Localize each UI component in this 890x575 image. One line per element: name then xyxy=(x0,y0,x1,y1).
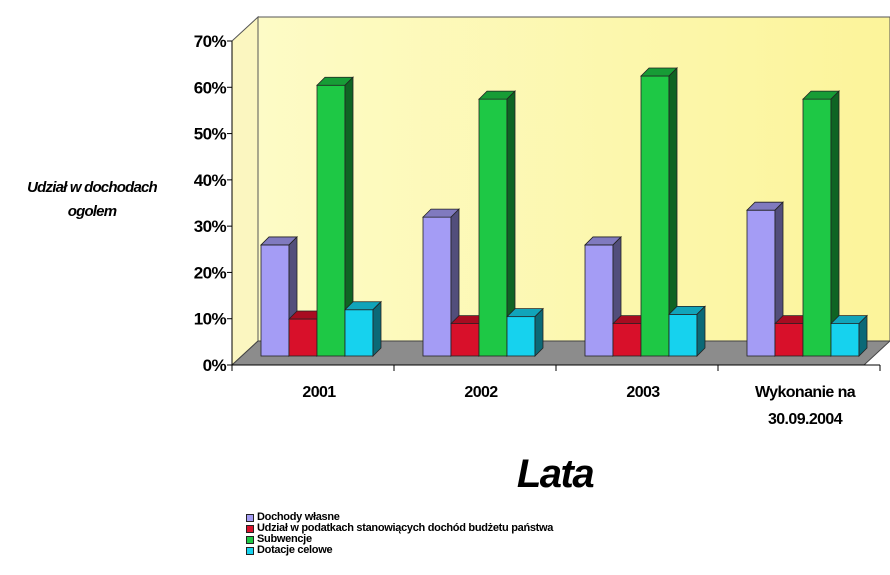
side-wall xyxy=(231,15,259,367)
bar xyxy=(640,67,678,357)
legend-label: Subwencje xyxy=(257,533,312,545)
legend-item: Dochody własne xyxy=(246,512,553,523)
y-tick-label: 20% xyxy=(194,263,227,282)
x-axis-title: Lata xyxy=(516,452,595,496)
y-tick-label: 0% xyxy=(203,356,227,375)
y-tick-label: 70% xyxy=(194,32,227,51)
legend-item: Udział w podatkach stanowiących dochód b… xyxy=(246,523,553,534)
bar xyxy=(422,208,460,357)
legend: Dochody własne Udział w podatkach stanowi… xyxy=(246,512,553,556)
legend-swatch xyxy=(246,546,254,555)
legend-label: Dotacje celowe xyxy=(257,544,333,556)
y-tick-label: 10% xyxy=(194,310,227,329)
bar xyxy=(746,201,784,357)
bar xyxy=(506,307,544,357)
bar xyxy=(802,90,840,357)
bar xyxy=(668,305,706,357)
x-tick-label: 2002 xyxy=(464,384,498,401)
x-tick-label: 2001 xyxy=(302,384,336,401)
bar xyxy=(478,90,516,357)
legend-swatch xyxy=(246,513,254,522)
x-tick-label: Wykonanie na 30.09.2004 xyxy=(755,384,856,428)
bar xyxy=(344,300,382,357)
y-tick-label: 60% xyxy=(194,78,227,97)
x-tick-label: 2003 xyxy=(626,384,660,401)
legend-item: Subwencje xyxy=(246,534,553,545)
legend-label: Dochody własne xyxy=(257,511,340,523)
y-tick-label: 40% xyxy=(194,171,227,190)
legend-swatch xyxy=(246,524,254,533)
y-tick-label: 30% xyxy=(194,217,227,236)
bar xyxy=(316,76,354,357)
y-axis-title: Udział w dochodach ogolem xyxy=(27,179,158,220)
legend-swatch xyxy=(246,535,254,544)
legend-item: Dotacje celowe xyxy=(246,545,553,556)
legend-label: Udział w podatkach stanowiących dochód b… xyxy=(257,522,554,534)
y-tick-label: 50% xyxy=(194,125,227,144)
bar xyxy=(830,314,868,357)
